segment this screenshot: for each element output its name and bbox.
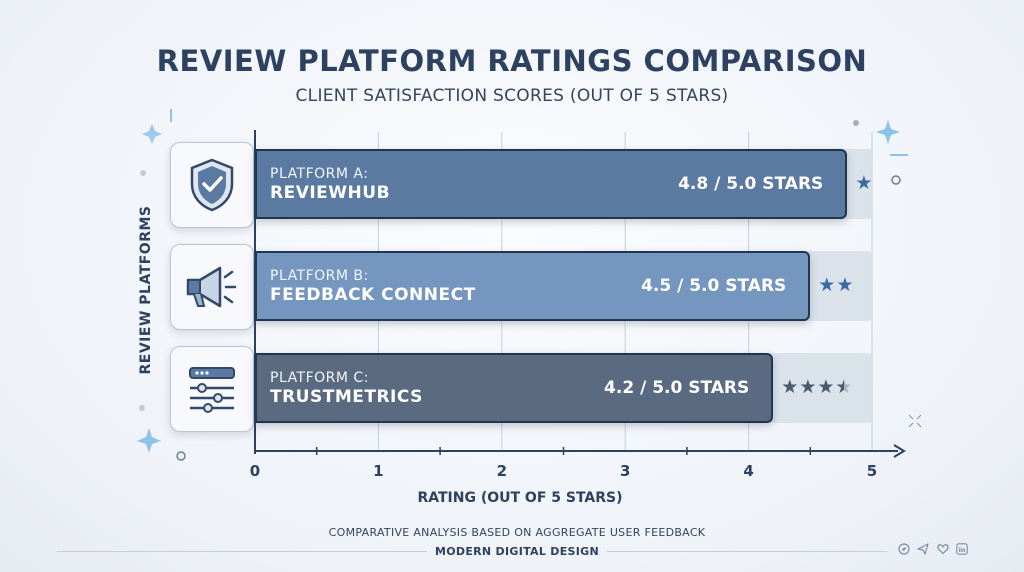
sliders-icon [189, 367, 235, 413]
footer-brand: MODERN DIGITAL DESIGN [435, 545, 599, 558]
footer-divider-left [57, 551, 427, 552]
star-rating-a: ★ [855, 172, 873, 194]
bar-value-label-c: 4.2 / 5.0 STARS [604, 378, 750, 398]
compass-icon[interactable] [897, 543, 911, 557]
chart-title: REVIEW PLATFORM RATINGS COMPARISON [156, 44, 868, 78]
bar-label-a-prefix: PLATFORM A: [270, 166, 369, 182]
star-icon: ★ [817, 376, 836, 398]
footnote: COMPARATIVE ANALYSIS BASED ON AGGREGATE … [328, 526, 706, 539]
star-rating-c: ★★★★ [781, 376, 853, 398]
x-tick-label: 1 [373, 462, 384, 480]
megaphone-icon [186, 266, 237, 308]
shield-check-icon [190, 158, 234, 212]
half-star-icon: ★ [835, 376, 854, 398]
star-rating-b: ★★ [818, 274, 854, 296]
x-tick-label: 4 [743, 462, 754, 480]
x-tick-label: 5 [866, 462, 878, 480]
bar-platform-a [255, 149, 848, 219]
bar-value-label-a: 4.8 / 5.0 STARS [678, 174, 824, 194]
x-tick-label: 3 [619, 462, 631, 480]
star-icon: ★ [836, 274, 855, 296]
svg-text:in: in [959, 546, 966, 554]
heart-icon[interactable] [936, 543, 950, 557]
chart-subtitle: CLIENT SATISFACTION SCORES (OUT OF 5 STA… [295, 86, 729, 106]
bar-label-a-name: REVIEWHUB [270, 183, 391, 203]
x-axis-label: RATING (OUT OF 5 STARS) [417, 490, 623, 506]
bar-label-c-prefix: PLATFORM C: [270, 370, 369, 386]
x-axis-arrow-icon [893, 444, 906, 458]
platform-c-icon-tile [170, 346, 254, 432]
star-icon: ★ [855, 172, 874, 194]
send-icon[interactable] [916, 543, 930, 557]
star-icon: ★ [799, 376, 818, 398]
footer-divider-right [607, 551, 887, 552]
star-icon: ★ [781, 376, 800, 398]
bar-value-label-b: 4.5 / 5.0 STARS [641, 276, 787, 296]
bar-platform-c [255, 353, 774, 423]
platform-a-icon-tile [170, 142, 254, 228]
bar-label-b-prefix: PLATFORM B: [270, 268, 369, 284]
x-tick-label: 2 [496, 462, 508, 480]
linkedin-icon[interactable]: in [955, 543, 969, 557]
x-tick-label: 0 [249, 462, 261, 480]
minor-ticks [315, 447, 812, 455]
star-icon: ★ [818, 274, 837, 296]
platform-b-icon-tile [170, 244, 254, 330]
bar-label-b-name: FEEDBACK CONNECT [270, 285, 476, 305]
bar-platform-b [255, 251, 811, 321]
bar-label-c-name: TRUSTMETRICS [270, 387, 423, 407]
